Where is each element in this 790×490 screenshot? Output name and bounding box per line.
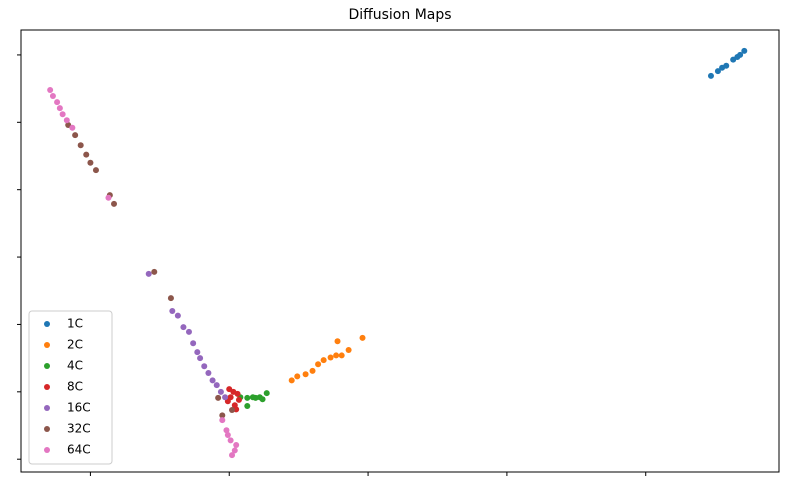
series (224, 386, 242, 413)
point (222, 394, 229, 401)
point (234, 390, 241, 397)
legend-marker (44, 321, 50, 327)
plot-frame (20, 29, 780, 473)
point (334, 338, 341, 345)
point (229, 407, 236, 414)
point (714, 68, 721, 75)
point (229, 452, 236, 459)
point (223, 427, 230, 434)
point (224, 431, 231, 438)
point (194, 349, 201, 356)
point (151, 268, 158, 275)
point (309, 367, 316, 374)
point (72, 132, 79, 139)
point (723, 62, 730, 69)
series (47, 86, 240, 459)
series (65, 122, 236, 419)
point (244, 402, 251, 409)
legend-marker (44, 342, 50, 348)
point (145, 270, 152, 277)
point (315, 361, 322, 368)
chart-title: Diffusion Maps (348, 7, 451, 23)
point (219, 417, 226, 424)
point (167, 295, 174, 302)
legend-marker (44, 405, 50, 411)
legend-label: 64C (67, 443, 91, 457)
point (707, 72, 714, 79)
point (201, 363, 208, 370)
point (87, 159, 94, 166)
point (737, 51, 744, 58)
point (320, 357, 327, 364)
legend-label: 1C (67, 317, 83, 331)
point (63, 117, 70, 124)
point (215, 394, 222, 401)
point (244, 394, 251, 401)
legend-marker (44, 384, 50, 390)
point (49, 93, 56, 100)
point (185, 328, 192, 335)
point (233, 442, 240, 449)
point (197, 355, 204, 362)
point (302, 371, 309, 378)
point (231, 447, 238, 454)
legend-box (28, 310, 113, 465)
point (83, 151, 90, 158)
point (741, 47, 748, 54)
point (190, 340, 197, 347)
point (338, 352, 345, 359)
series (288, 334, 366, 384)
point (294, 373, 301, 380)
point (59, 111, 66, 118)
point (219, 412, 226, 419)
point (169, 307, 176, 314)
legend-label: 2C (67, 338, 83, 352)
legend-marker (44, 363, 50, 369)
point (333, 352, 340, 359)
point (227, 437, 234, 444)
point (56, 105, 63, 112)
point (174, 312, 181, 319)
point (209, 377, 216, 384)
point (259, 396, 266, 403)
point (217, 388, 224, 395)
point (345, 347, 352, 354)
legend-label: 8C (67, 380, 83, 394)
point (205, 369, 212, 376)
point (69, 124, 76, 131)
series (237, 390, 270, 409)
point (213, 382, 220, 389)
legend-label: 32C (67, 422, 91, 436)
point (92, 167, 99, 174)
point (47, 86, 54, 93)
point (235, 396, 242, 403)
point (54, 99, 61, 106)
point (180, 324, 187, 331)
series (707, 47, 748, 79)
legend-label: 16C (67, 401, 91, 415)
legend-marker (44, 447, 50, 453)
point (263, 390, 270, 397)
point (111, 200, 118, 207)
point (77, 142, 84, 149)
legend-marker (44, 426, 50, 432)
point (359, 334, 366, 341)
point (327, 354, 334, 361)
point (105, 194, 112, 201)
legend-label: 4C (67, 359, 83, 373)
series (145, 270, 229, 401)
point (288, 377, 295, 384)
